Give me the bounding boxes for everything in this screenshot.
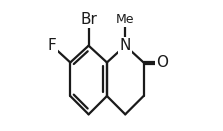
Text: Br: Br: [80, 12, 97, 27]
Text: O: O: [156, 55, 168, 70]
Text: N: N: [120, 38, 131, 53]
Text: F: F: [47, 38, 56, 53]
Text: Me: Me: [116, 13, 134, 26]
